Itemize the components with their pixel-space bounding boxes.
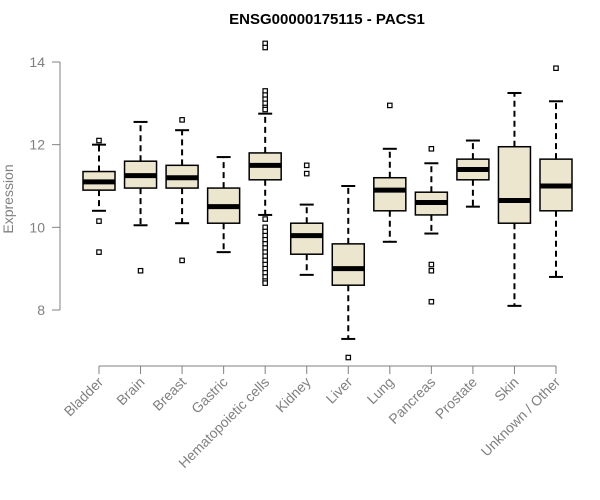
box-lung (373, 102, 407, 243)
box-prostate (456, 139, 490, 208)
x-tick-label: Lung (364, 374, 397, 407)
outlier-point (96, 249, 102, 255)
outlier-point (262, 280, 268, 286)
y-tick-label: 14 (29, 54, 45, 70)
outlier-point (262, 106, 268, 113)
box-brain (123, 120, 158, 274)
outlier-point (345, 354, 352, 361)
boxes-layer (82, 40, 573, 361)
outlier-point (428, 267, 435, 274)
y-axis: 8 10 12 14 (29, 54, 61, 318)
outlier-point (96, 137, 102, 144)
outlier-point (428, 298, 435, 305)
box-unknown-other (539, 65, 573, 278)
x-tick-label: Kidney (272, 374, 314, 416)
x-tick-label: Liver (323, 374, 356, 407)
y-axis-ticks: 8 10 12 14 (29, 54, 60, 318)
chart-title: ENSG00000175115 - PACS1 (229, 11, 425, 28)
outlier-point (303, 170, 310, 177)
outlier-point (179, 257, 185, 264)
outlier-point (387, 102, 393, 109)
outlier-point (137, 267, 144, 274)
box-bladder (82, 137, 116, 255)
x-tick-label: Unknown / Other (478, 374, 564, 460)
outlier-point (428, 146, 435, 152)
y-tick-label: 8 (37, 302, 45, 318)
box-kidney (289, 162, 324, 276)
x-tick-label: Prostate (432, 374, 480, 422)
outlier-point (262, 216, 268, 222)
outlier-point (303, 162, 310, 169)
outlier-point (553, 65, 559, 72)
box-skin (497, 92, 532, 307)
y-tick-label: 12 (29, 137, 45, 153)
iqr-box (373, 176, 407, 212)
x-tick-label: Brain (113, 374, 147, 408)
outlier-point (179, 117, 185, 123)
outlier-point (262, 44, 268, 51)
y-tick-label: 10 (29, 219, 45, 235)
iqr-box (331, 243, 366, 286)
x-tick-label: Bladder (61, 374, 107, 420)
outlier-point (96, 218, 102, 224)
box-gastric (206, 156, 241, 254)
x-tick-label: Breast (149, 374, 189, 414)
y-axis-label: Expression (0, 164, 16, 233)
box-hematopoietic-cells (248, 40, 282, 286)
box-pancreas (414, 146, 449, 305)
x-tick-label: Skin (491, 374, 522, 405)
outlier-point (428, 261, 435, 268)
iqr-box (497, 145, 532, 224)
box-breast (165, 117, 199, 264)
box-liver (331, 185, 366, 361)
iqr-box (289, 222, 324, 255)
